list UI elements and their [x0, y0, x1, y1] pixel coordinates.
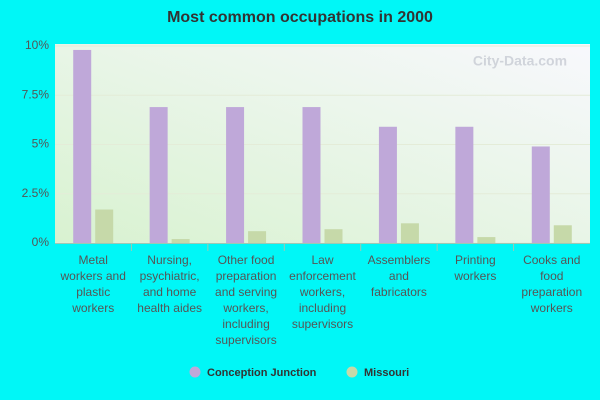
legend-marker	[346, 366, 358, 378]
legend-marker	[189, 366, 201, 378]
x-tick-label: Assemblers and fabricators	[367, 253, 431, 299]
bar	[324, 229, 343, 243]
y-tick-label: 2.5%	[22, 186, 50, 200]
bar	[149, 107, 168, 243]
chart-title: Most common occupations in 2000	[167, 9, 433, 26]
bar	[226, 107, 245, 243]
bar	[171, 239, 190, 243]
bar	[73, 49, 92, 243]
bar	[378, 126, 397, 243]
y-tick-label: 0%	[32, 235, 50, 249]
plot-area	[55, 44, 590, 243]
x-tick-label: Printing workers	[454, 253, 497, 283]
y-tick-label: 5%	[32, 137, 50, 151]
bar	[455, 126, 474, 243]
y-tick-label: 10%	[25, 38, 49, 52]
x-tick-label: Cooks and food preparation workers	[521, 253, 583, 315]
bar	[302, 107, 321, 243]
legend-label: Conception Junction	[207, 367, 317, 379]
bar	[477, 237, 496, 243]
bar	[400, 223, 419, 243]
bar	[553, 225, 572, 243]
bar	[531, 146, 550, 243]
bar	[95, 209, 114, 243]
bar	[248, 231, 267, 243]
y-tick-label: 7.5%	[22, 87, 50, 101]
watermark: City-Data.com	[473, 53, 567, 69]
x-tick-label: Nursing, psychiatric, and home health ai…	[137, 253, 202, 315]
x-tick-label: Law enforcement workers, including super…	[289, 253, 356, 331]
x-tick-label: Other food preparation and serving worke…	[215, 253, 278, 347]
legend-label: Missouri	[364, 367, 409, 379]
x-tick-label: Metal workers and plastic workers	[60, 253, 126, 315]
